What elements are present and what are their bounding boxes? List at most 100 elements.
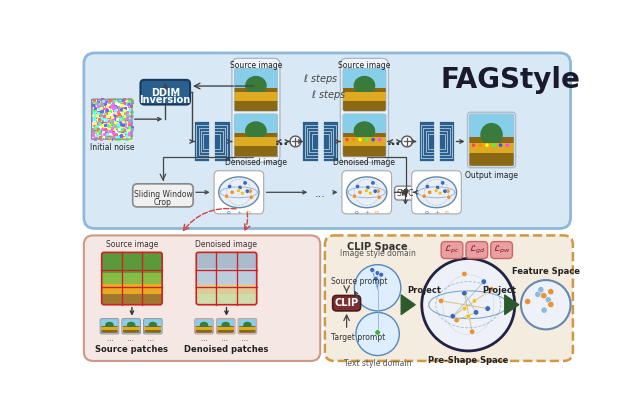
Circle shape [447, 195, 451, 199]
Bar [196, 124, 209, 158]
Bar [214, 131, 223, 152]
Bar [343, 137, 386, 146]
Text: o: o [445, 210, 449, 215]
Circle shape [541, 307, 547, 313]
Text: CLIP: CLIP [335, 298, 358, 308]
Bar [426, 131, 434, 152]
Bar [439, 131, 447, 152]
Text: Feature Space: Feature Space [512, 267, 580, 276]
Circle shape [243, 181, 247, 185]
Bar [234, 92, 278, 101]
Text: Source image: Source image [338, 61, 390, 70]
Bar [312, 134, 318, 149]
FancyBboxPatch shape [395, 186, 417, 200]
FancyBboxPatch shape [325, 236, 573, 361]
Circle shape [365, 185, 370, 190]
Bar [196, 294, 257, 305]
Bar [102, 284, 162, 294]
Circle shape [474, 310, 479, 315]
Text: $\ell$ steps: $\ell$ steps [311, 88, 346, 101]
Bar [214, 134, 220, 149]
Circle shape [443, 189, 447, 193]
FancyBboxPatch shape [216, 319, 235, 334]
FancyBboxPatch shape [140, 80, 190, 105]
Circle shape [481, 279, 486, 284]
Circle shape [371, 181, 375, 185]
Bar [234, 137, 278, 146]
Circle shape [379, 272, 383, 277]
Text: Output image: Output image [465, 171, 518, 180]
Bar [217, 326, 234, 333]
Text: Crop: Crop [154, 198, 172, 207]
Text: DDIM: DDIM [150, 88, 180, 98]
FancyBboxPatch shape [441, 242, 463, 258]
Text: o: o [247, 210, 251, 215]
FancyBboxPatch shape [491, 242, 513, 258]
Circle shape [370, 267, 374, 272]
Bar [194, 121, 209, 162]
Text: Denoised image: Denoised image [195, 240, 257, 249]
Bar [239, 319, 256, 326]
Bar [234, 133, 278, 157]
Bar [217, 327, 234, 330]
Text: Project: Project [483, 286, 516, 295]
Bar [307, 128, 318, 155]
Bar [469, 143, 514, 153]
Circle shape [364, 189, 368, 193]
FancyArrowPatch shape [401, 295, 415, 315]
Circle shape [435, 185, 440, 190]
Text: Inversion: Inversion [140, 95, 191, 105]
Bar [214, 121, 230, 162]
FancyBboxPatch shape [412, 171, 461, 214]
Bar [196, 252, 257, 268]
Circle shape [371, 268, 375, 273]
Bar [201, 131, 209, 152]
Bar [323, 121, 338, 162]
Circle shape [462, 306, 467, 311]
Circle shape [450, 314, 456, 319]
Circle shape [352, 194, 356, 198]
FancyBboxPatch shape [466, 242, 488, 258]
Circle shape [445, 189, 450, 193]
Circle shape [371, 138, 375, 142]
Bar [102, 294, 162, 305]
Bar [323, 131, 331, 152]
Text: Source prompt: Source prompt [331, 277, 388, 286]
FancyBboxPatch shape [132, 184, 193, 207]
FancyBboxPatch shape [143, 319, 162, 334]
Bar [101, 327, 118, 330]
Text: ...      ...      ...: ... ... ... [202, 335, 248, 342]
Bar [145, 319, 161, 326]
Circle shape [369, 191, 372, 195]
Circle shape [373, 276, 378, 281]
Circle shape [375, 271, 380, 275]
Text: Denoised patches: Denoised patches [184, 345, 269, 354]
Bar [343, 68, 386, 88]
Circle shape [485, 144, 489, 147]
Circle shape [228, 184, 232, 189]
Ellipse shape [219, 177, 259, 208]
Circle shape [469, 329, 475, 335]
Bar [123, 319, 140, 326]
Circle shape [545, 297, 552, 303]
Bar [323, 128, 333, 155]
Text: Sliding Window: Sliding Window [134, 190, 192, 199]
Circle shape [241, 191, 244, 195]
Circle shape [376, 189, 380, 193]
Circle shape [537, 290, 543, 297]
Ellipse shape [105, 322, 114, 328]
Bar [419, 121, 434, 162]
Ellipse shape [245, 121, 267, 141]
Text: FAGStyle: FAGStyle [440, 66, 580, 94]
FancyBboxPatch shape [100, 319, 119, 334]
FancyBboxPatch shape [195, 319, 213, 334]
Circle shape [479, 144, 482, 147]
Bar [239, 326, 256, 333]
FancyBboxPatch shape [340, 58, 388, 162]
Ellipse shape [480, 123, 503, 146]
Bar [305, 124, 318, 158]
Bar [303, 121, 318, 162]
FancyBboxPatch shape [333, 295, 360, 311]
Circle shape [461, 271, 467, 276]
Circle shape [373, 189, 378, 193]
